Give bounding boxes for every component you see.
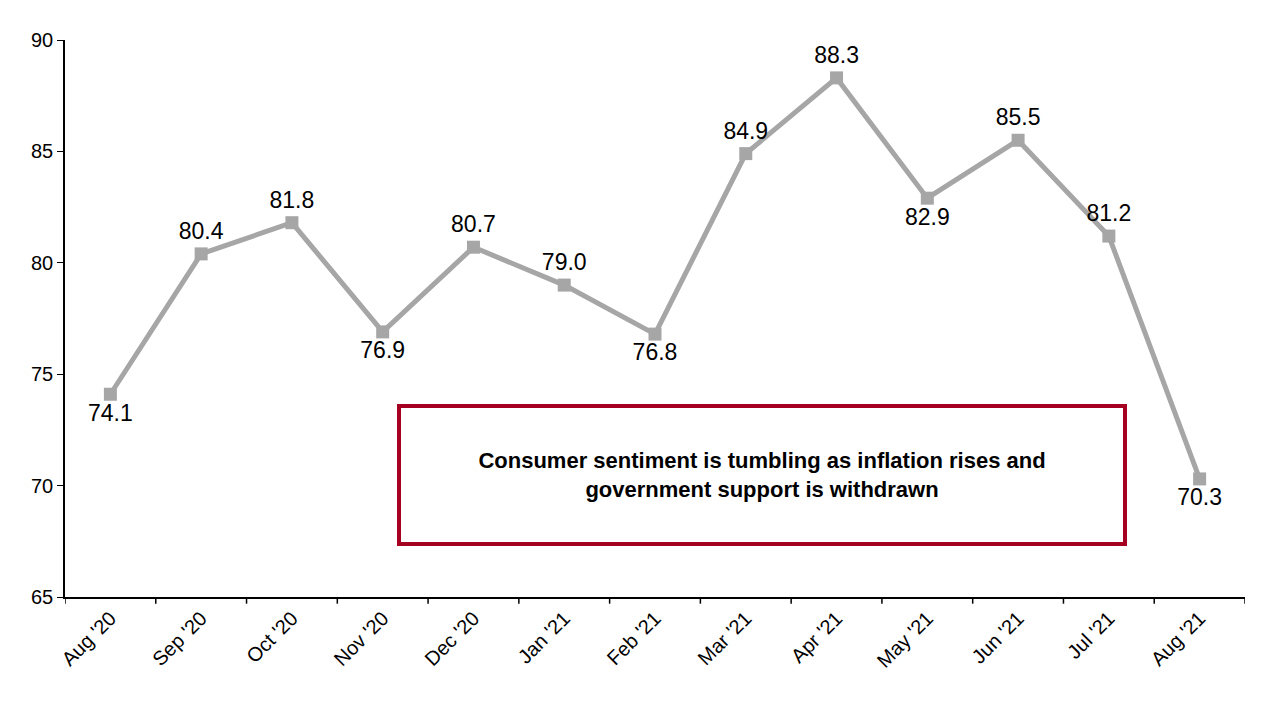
svg-text:Aug '20: Aug '20 <box>57 607 120 670</box>
svg-text:81.2: 81.2 <box>1086 200 1131 226</box>
svg-text:79.0: 79.0 <box>542 249 587 275</box>
svg-text:74.1: 74.1 <box>88 400 133 426</box>
svg-text:Dec '20: Dec '20 <box>420 607 483 670</box>
svg-text:May '21: May '21 <box>873 607 938 672</box>
svg-text:Jul '21: Jul '21 <box>1063 607 1119 663</box>
svg-text:75: 75 <box>31 363 53 385</box>
svg-text:90: 90 <box>31 29 53 51</box>
svg-text:85: 85 <box>31 140 53 162</box>
svg-text:85.5: 85.5 <box>996 104 1041 130</box>
svg-text:88.3: 88.3 <box>814 42 859 68</box>
svg-text:Apr '21: Apr '21 <box>787 607 847 667</box>
svg-text:Mar '21: Mar '21 <box>693 607 755 669</box>
svg-text:82.9: 82.9 <box>905 204 950 230</box>
svg-text:80.4: 80.4 <box>179 218 224 244</box>
svg-text:Oct '20: Oct '20 <box>242 607 302 667</box>
svg-text:65: 65 <box>31 586 53 608</box>
svg-text:Nov '20: Nov '20 <box>330 607 393 670</box>
svg-text:84.9: 84.9 <box>723 118 768 144</box>
svg-text:Jan '21: Jan '21 <box>513 607 574 668</box>
svg-text:76.9: 76.9 <box>360 337 405 363</box>
svg-text:80: 80 <box>31 252 53 274</box>
svg-text:Sep '20: Sep '20 <box>148 607 211 670</box>
svg-text:Consumer sentiment is tumbling: Consumer sentiment is tumbling as inflat… <box>478 448 1045 502</box>
svg-text:Feb '21: Feb '21 <box>603 607 665 669</box>
svg-text:80.7: 80.7 <box>451 211 496 237</box>
svg-text:70: 70 <box>31 475 53 497</box>
svg-text:Aug '21: Aug '21 <box>1146 607 1209 670</box>
svg-text:81.8: 81.8 <box>270 187 315 213</box>
svg-text:Jun '21: Jun '21 <box>967 607 1028 668</box>
svg-text:76.8: 76.8 <box>633 339 678 365</box>
svg-text:70.3: 70.3 <box>1177 484 1222 510</box>
